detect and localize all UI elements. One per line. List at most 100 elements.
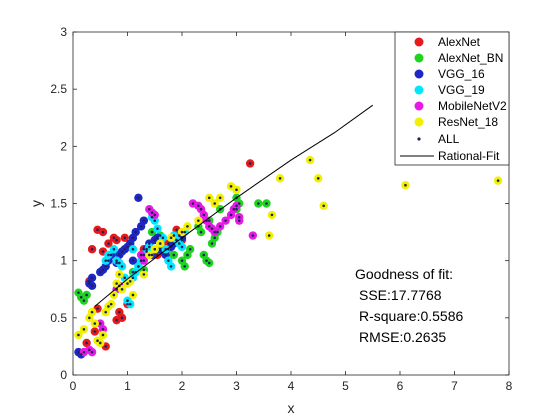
point-all — [142, 253, 146, 257]
x-tick-label: 0 — [70, 379, 77, 393]
point-all — [104, 265, 107, 268]
point-all — [191, 202, 195, 205]
y-tick-label: 0.5 — [50, 311, 67, 325]
point-all — [90, 284, 94, 288]
point-all — [107, 259, 110, 262]
point-all — [237, 219, 241, 222]
point-all — [107, 253, 110, 257]
point-all — [177, 234, 181, 237]
point-all — [232, 207, 236, 211]
annotation-rmse: RMSE:0.2635 — [359, 329, 446, 345]
point-all — [153, 213, 157, 217]
point-all — [213, 230, 216, 234]
point-all — [123, 247, 127, 251]
point-all — [131, 293, 135, 297]
point-all — [186, 225, 189, 228]
point-all — [107, 242, 110, 245]
point-all — [90, 350, 94, 354]
point-all — [90, 276, 94, 280]
point-all — [142, 268, 146, 272]
point-all — [235, 204, 238, 208]
point-all — [183, 230, 187, 234]
point-all — [237, 202, 241, 205]
point-all — [118, 261, 121, 265]
point-all — [158, 247, 162, 251]
point-all — [126, 245, 129, 249]
point-all — [101, 268, 105, 272]
point-all — [93, 330, 97, 333]
point-all — [169, 236, 173, 240]
point-all — [126, 299, 129, 302]
y-tick-label: 1 — [60, 254, 67, 268]
point-all — [251, 234, 255, 237]
x-tick-label: 4 — [288, 379, 295, 393]
point-all — [128, 242, 132, 245]
point-all — [98, 341, 102, 345]
point-all — [118, 310, 121, 314]
x-tick-label: 6 — [397, 379, 404, 393]
point-all — [131, 259, 135, 262]
point-all — [270, 213, 274, 217]
point-all — [158, 242, 162, 245]
point-all — [145, 250, 148, 253]
point-all — [115, 261, 118, 265]
point-all — [115, 259, 118, 262]
point-all — [175, 228, 178, 232]
point-all — [142, 219, 146, 222]
point-all — [107, 305, 110, 308]
point-all — [104, 345, 107, 348]
point-all — [188, 247, 192, 251]
point-all — [101, 333, 105, 337]
legend-marker-all — [417, 137, 421, 141]
point-all — [161, 236, 165, 240]
point-all — [131, 236, 135, 240]
point-all — [180, 230, 184, 234]
point-all — [101, 327, 105, 331]
point-all — [148, 253, 151, 257]
point-all — [202, 213, 206, 217]
point-all — [118, 253, 121, 257]
point-all — [115, 318, 118, 322]
point-all — [169, 265, 173, 268]
x-axis-ticks: 0 1 2 3 4 5 6 7 8 — [70, 32, 513, 393]
point-all — [126, 282, 129, 285]
point-all — [98, 322, 102, 325]
point-all — [90, 247, 94, 251]
point-all — [235, 207, 238, 211]
legend-label-vgg16: VGG_16 — [438, 67, 485, 81]
point-all — [82, 327, 86, 331]
point-all — [207, 261, 211, 265]
point-all — [156, 227, 159, 230]
point-all — [167, 259, 170, 262]
legend: AlexNet AlexNet_BN VGG_16 VGG_19 MobileN… — [394, 31, 510, 166]
point-all — [112, 247, 116, 251]
point-all — [207, 225, 211, 228]
point-all — [96, 228, 99, 232]
point-all — [79, 295, 83, 299]
point-all — [115, 238, 118, 242]
point-all — [150, 253, 154, 257]
point-all — [186, 253, 189, 257]
point-all — [202, 253, 206, 257]
point-all — [167, 242, 170, 245]
point-all — [248, 162, 252, 165]
point-all — [153, 238, 157, 242]
point-all — [118, 273, 121, 276]
point-all — [218, 196, 222, 200]
point-all — [123, 236, 127, 240]
point-all — [257, 202, 260, 205]
point-all — [210, 242, 214, 245]
x-tick-label: 8 — [506, 379, 513, 393]
point-all — [101, 250, 105, 253]
point-all — [101, 230, 105, 234]
legend-marker-vgg19 — [414, 85, 424, 95]
point-all — [164, 253, 167, 257]
point-all — [156, 236, 159, 240]
legend-label-vgg19: VGG_19 — [438, 83, 485, 97]
point-all — [145, 247, 148, 251]
point-all — [93, 322, 97, 325]
point-all — [109, 302, 113, 306]
point-all — [267, 234, 271, 237]
point-all — [224, 219, 227, 222]
y-axis-label: y — [28, 200, 44, 207]
